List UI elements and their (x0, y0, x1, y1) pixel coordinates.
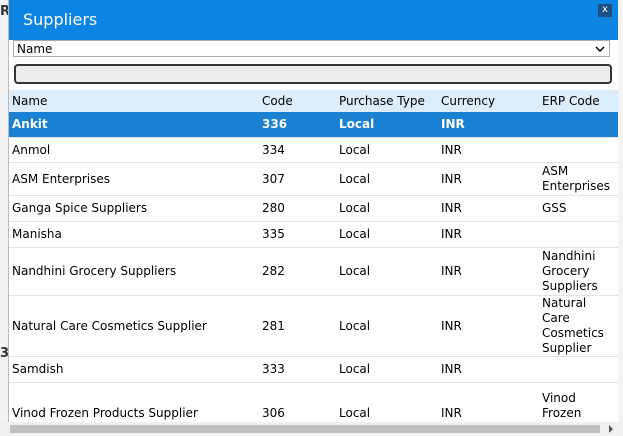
field-select[interactable]: Name (13, 40, 610, 57)
table-cell: INR (438, 137, 539, 163)
table-cell (539, 221, 618, 248)
table-cell: Local (336, 221, 438, 248)
table-cell: Local (336, 356, 438, 383)
table-cell: Local (336, 247, 438, 296)
table-cell: Natural Care Cosmetics Supplier (539, 295, 618, 357)
background-text: 3 (0, 346, 10, 361)
table-row[interactable]: Ankit 336 Local INR (9, 112, 618, 138)
column-header[interactable]: Purchase Type (336, 90, 438, 112)
dialog: Suppliers x Name Name Code Purchase Type Cu… (8, 0, 618, 436)
table-cell: 281 (259, 295, 336, 357)
close-button[interactable]: x (598, 4, 612, 17)
table-cell: GSS (539, 195, 618, 222)
dialog-title: Suppliers (23, 10, 98, 29)
table-row[interactable]: Anmol 334 Local INR (9, 137, 618, 163)
table-cell: Local (336, 137, 438, 163)
table-row[interactable]: Manisha 335 Local INR (9, 221, 618, 248)
column-header[interactable]: Code (259, 90, 336, 112)
table-cell: Ganga Spice Suppliers (9, 195, 259, 222)
table-cell: INR (438, 195, 539, 222)
table-cell: Manisha (9, 221, 259, 248)
column-header[interactable]: Currency (438, 90, 539, 112)
table-cell: Local (336, 195, 438, 222)
table-cell (539, 356, 618, 383)
select-value: Name (17, 42, 53, 56)
table-row[interactable]: Vinod Frozen Products Supplier 306 Local IN… (9, 382, 618, 436)
table-cell: 334 (259, 137, 336, 163)
table-cell: Ankit (9, 112, 259, 138)
table-cell: Nandhini Grocery Suppliers (9, 247, 259, 296)
supplier-table: Name Code Purchase Type Currency ERP Code An… (9, 90, 618, 436)
table-row[interactable]: Nandhini Grocery Suppliers 282 Local INR Nan… (9, 247, 618, 296)
table-cell: Local (336, 162, 438, 196)
table-cell: INR (438, 162, 539, 196)
table-cell: INR (438, 356, 539, 383)
table-row[interactable]: Natural Care Cosmetics Supplier 281 Local I… (9, 295, 618, 357)
table-header: Name Code Purchase Type Currency ERP Code (9, 90, 618, 112)
table-row[interactable]: Ganga Spice Suppliers 280 Local INR GSS (9, 195, 618, 222)
search-input[interactable] (14, 64, 612, 84)
scroll-arrow[interactable] (607, 425, 615, 433)
table-cell: Anmol (9, 137, 259, 163)
table-cell (539, 112, 618, 138)
table-cell: 280 (259, 195, 336, 222)
table-cell: Nandhini Grocery Suppliers (539, 247, 618, 296)
table-cell: INR (438, 295, 539, 357)
scroll-thumb[interactable] (10, 425, 600, 433)
table-cell: ASM Enterprises (539, 162, 618, 196)
horizontal-scrollbar[interactable] (0, 422, 623, 436)
table-row[interactable]: ASM Enterprises 307 Local INR ASM Enterprise… (9, 162, 618, 196)
table-cell: Local (336, 112, 438, 138)
table-cell: INR (438, 112, 539, 138)
table-cell: 333 (259, 356, 336, 383)
table-cell: 336 (259, 112, 336, 138)
table-cell: Natural Care Cosmetics Supplier (9, 295, 259, 357)
column-header[interactable]: ERP Code (539, 90, 618, 112)
table-cell: 335 (259, 221, 336, 248)
table-row[interactable]: Samdish 333 Local INR (9, 356, 618, 383)
table-cell: INR (438, 221, 539, 248)
table-cell: 282 (259, 247, 336, 296)
table-cell: INR (438, 247, 539, 296)
dialog-header: Suppliers x (9, 0, 618, 40)
table-cell (539, 137, 618, 163)
table-cell: 307 (259, 162, 336, 196)
table-cell: Local (336, 295, 438, 357)
dropdown-arrow (595, 46, 605, 53)
table-cell: Samdish (9, 356, 259, 383)
column-header[interactable]: Name (9, 90, 259, 112)
table-cell: ASM Enterprises (9, 162, 259, 196)
